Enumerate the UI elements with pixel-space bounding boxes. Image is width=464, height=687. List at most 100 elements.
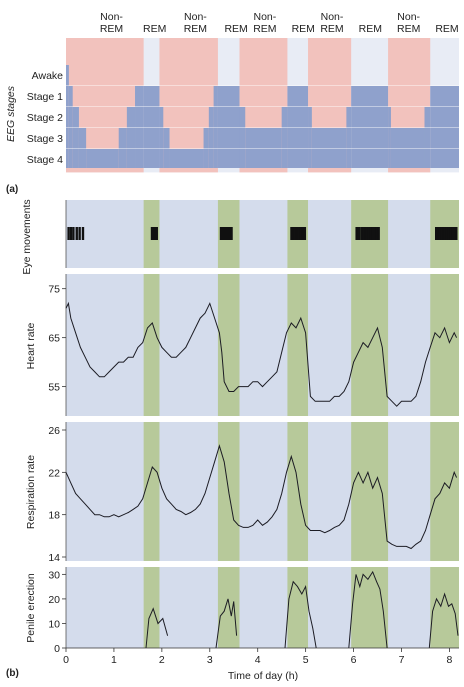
- eye-movement-mark: [445, 227, 448, 240]
- phase-label: REM: [359, 23, 382, 35]
- stage-labels: Awake Stage 1 Stage 2 Stage 3 Stage 4: [27, 70, 63, 166]
- phase-label-line: Non-: [397, 11, 420, 23]
- phase-label-line: REM: [359, 23, 382, 35]
- eye-movements-panel: Eye movements: [21, 199, 459, 275]
- phase-label: REM: [143, 23, 166, 35]
- hypnogram-step: [126, 107, 136, 168]
- eye-movement-mark: [367, 227, 371, 240]
- rem-period-shading: [143, 422, 160, 561]
- phase-label-line: REM: [397, 23, 420, 35]
- heart-rate-tick-label: 55: [48, 382, 60, 394]
- heart-rate-tick-label: 65: [48, 333, 60, 345]
- eye-movement-mark: [369, 227, 373, 240]
- phase-label-line: Non-: [184, 11, 207, 23]
- eye-movement-mark: [67, 227, 70, 240]
- heart-rate-y-axis-label: Heart rate: [25, 322, 37, 369]
- hypnogram-step: [159, 107, 164, 168]
- phase-label: Non-REM: [253, 11, 277, 35]
- rem-period-shading: [430, 567, 459, 648]
- heart-rate-panel: 55 65 75 Heart rate: [25, 274, 459, 416]
- heart-rate-ticks: 55 65 75: [48, 284, 66, 394]
- penile-erection-line: [348, 570, 388, 649]
- penile-erection-tick-label: 20: [48, 594, 60, 606]
- hypnogram-step: [169, 149, 204, 168]
- rem-period-shading: [430, 422, 459, 561]
- eye-movement-mark: [299, 227, 303, 240]
- phase-label: Non-REM: [184, 11, 208, 35]
- respiration-rate-ticks: 14 18 22 26: [48, 425, 66, 564]
- respiration-rate-tick-label: 22: [48, 467, 60, 479]
- stage-label: Stage 2: [27, 112, 63, 124]
- hypnogram-step: [213, 86, 218, 168]
- eye-movement-marks: [67, 227, 458, 240]
- phase-label-line: REM: [320, 23, 343, 35]
- rem-period-shading: [351, 567, 389, 648]
- penile-erection-background: [65, 567, 459, 648]
- eye-movement-mark: [438, 227, 442, 240]
- phase-label-line: Non-: [321, 11, 344, 23]
- phase-label: Non-REM: [100, 11, 124, 35]
- penile-erection-ticks: 0 10 20 30: [48, 569, 66, 655]
- eye-movement-mark: [81, 227, 85, 240]
- hypnogram-step: [66, 65, 69, 168]
- phase-label-line: REM: [435, 23, 458, 35]
- stage-label: Stage 4: [27, 154, 63, 166]
- x-tick-label: 0: [63, 654, 69, 666]
- phase-label: REM: [292, 23, 315, 35]
- respiration-rate-tick-label: 18: [48, 510, 60, 522]
- stage-label: Stage 1: [27, 91, 63, 103]
- phase-label: REM: [435, 23, 458, 35]
- eye-y-axis-label: Eye movements: [21, 199, 33, 274]
- eeg-background: [66, 38, 459, 173]
- x-axis-label: Time of day (h): [228, 670, 298, 682]
- penile-erection-tick-label: 10: [48, 618, 60, 630]
- phase-label-line: REM: [184, 23, 207, 35]
- eye-movements-plot-area: [66, 200, 459, 268]
- eye-movement-mark: [365, 227, 369, 240]
- penile-erection-y-axis-label: Penile erection: [25, 573, 37, 643]
- eye-movement-mark: [449, 227, 452, 240]
- hypnogram-step: [118, 128, 127, 168]
- eye-movement-mark: [435, 227, 439, 240]
- rem-period-shading: [287, 274, 309, 416]
- panel-a-label: (a): [6, 184, 18, 195]
- rem-period-shading: [143, 567, 160, 648]
- respiration-rate-tick-label: 26: [48, 425, 60, 437]
- x-tick-label: 1: [111, 654, 117, 666]
- eye-movements-background: [65, 200, 459, 268]
- respiration-rate-background: [65, 422, 459, 561]
- eye-movement-mark: [302, 227, 305, 240]
- eye-movement-mark: [360, 227, 363, 240]
- phase-label-line: REM: [292, 23, 315, 35]
- hypnogram-step: [430, 86, 459, 168]
- rem-period-shading: [217, 274, 240, 416]
- heart-rate-line: [65, 301, 458, 407]
- rem-period-shading: [351, 422, 389, 561]
- eye-movement-mark: [72, 227, 75, 240]
- phase-label-line: REM: [100, 23, 123, 35]
- rem-period-shading: [287, 422, 309, 561]
- hypnogram-step: [308, 107, 312, 168]
- stage-label: Stage 3: [27, 133, 63, 145]
- eye-movement-mark: [230, 227, 233, 240]
- hypnogram-step: [239, 107, 246, 168]
- heart-rate-plot-area: [66, 274, 459, 416]
- x-tick-label: 8: [446, 654, 452, 666]
- eye-movement-mark: [357, 227, 361, 240]
- hypnogram-step: [311, 128, 347, 168]
- eye-movement-mark: [355, 227, 358, 240]
- respiration-rate-y-axis-label: Respiration rate: [25, 455, 37, 529]
- penile-erection-line: [215, 598, 238, 649]
- hypnogram-step: [424, 107, 431, 168]
- hypnogram-step: [78, 128, 87, 168]
- eye-movement-mark: [377, 227, 380, 240]
- phase-label-line: Non-: [100, 11, 123, 23]
- x-tick-label: 5: [303, 654, 309, 666]
- x-tick-label: 7: [399, 654, 405, 666]
- hypnogram-step: [287, 86, 309, 168]
- eye-movement-mark: [451, 227, 454, 240]
- hypnogram-step: [68, 86, 73, 168]
- phase-label-line: REM: [253, 23, 276, 35]
- penile-erection-plot-area: [66, 567, 459, 648]
